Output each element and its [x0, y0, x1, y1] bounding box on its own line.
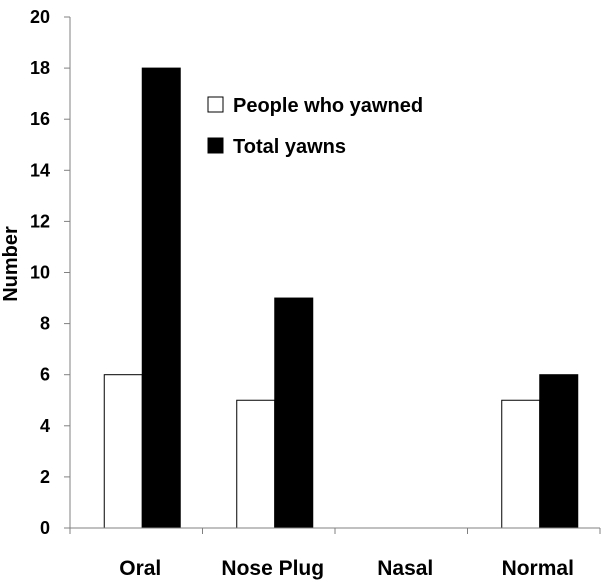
category-label: Nose Plug: [221, 557, 324, 580]
bar-people-who-yawned: [501, 399, 541, 529]
category-label: Normal: [502, 557, 574, 580]
y-tick-label: 18: [30, 58, 50, 78]
legend-swatch: [207, 96, 224, 113]
y-tick-label: 0: [40, 518, 50, 538]
category-label: Oral: [119, 557, 161, 580]
bar-people-who-yawned: [236, 399, 276, 529]
y-tick-label: 20: [30, 7, 50, 27]
legend-label: People who yawned: [233, 95, 423, 117]
y-axis-title: Number: [0, 226, 22, 302]
y-tick-label: 12: [30, 211, 50, 231]
category-label: Nasal: [377, 557, 433, 580]
bars: [103, 67, 579, 529]
bar-total-yawns: [141, 67, 181, 529]
y-ticks: 0 2 4 6 8 10 12 14 16 18 20: [30, 7, 70, 538]
y-tick-label: 4: [40, 416, 50, 436]
y-tick-label: 8: [40, 314, 50, 334]
bar-total-yawns: [539, 374, 579, 529]
x-ticks: Oral Nose Plug Nasal Normal: [69, 528, 601, 580]
y-tick-label: 10: [30, 263, 50, 283]
y-tick-label: 2: [40, 467, 50, 487]
legend-swatch: [207, 137, 224, 154]
legend-label: Total yawns: [233, 136, 346, 158]
y-tick-label: 16: [30, 109, 50, 129]
legend: People who yawned Total yawns: [207, 95, 423, 158]
y-tick-label: 6: [40, 365, 50, 385]
bar-people-who-yawned: [103, 374, 143, 529]
y-tick-label: 14: [30, 160, 50, 180]
bar-total-yawns: [274, 297, 314, 529]
